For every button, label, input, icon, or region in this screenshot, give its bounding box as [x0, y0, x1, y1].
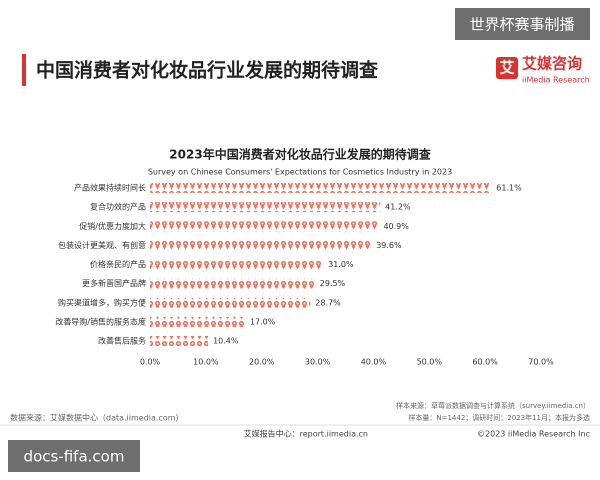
- watermark-bottom: docs-fifa.com: [24, 448, 125, 466]
- chart-title: 2023年中国消费者对化妆品行业发展的期待调查: [169, 147, 431, 162]
- bar: [150, 336, 209, 346]
- logo-name: 艾媒咨询: [522, 55, 582, 73]
- value-label: 28.7%: [315, 298, 341, 307]
- x-tick-label: 60.0%: [472, 358, 498, 367]
- x-tick-label: 50.0%: [417, 358, 443, 367]
- y-tick-label: 促销/优惠力度加大: [79, 221, 146, 231]
- value-label: 17.0%: [250, 317, 276, 326]
- value-label: 10.4%: [213, 337, 239, 346]
- watermark-top: 世界杯赛事制播: [469, 16, 574, 34]
- y-tick-label: 更多新晋国产品牌: [82, 278, 146, 288]
- title-accent: [22, 54, 26, 86]
- data-source: 数据来源：艾媒数据中心（data.iimedia.com）: [10, 413, 184, 423]
- page-title: 中国消费者对化妆品行业发展的期待调查: [36, 59, 379, 82]
- logo-sub: iiMedia Research: [522, 76, 590, 85]
- value-label: 61.1%: [496, 184, 522, 193]
- x-tick-label: 0.0%: [140, 358, 161, 367]
- bar: [150, 259, 324, 270]
- report-center: 艾媒报告中心：report.iimedia.cn: [244, 429, 368, 439]
- x-tick-label: 70.0%: [528, 358, 554, 367]
- y-tick-label: 改善导购/销售的服务态度: [55, 316, 146, 326]
- bar: [150, 221, 379, 232]
- y-tick-label: 改善售后服务: [98, 336, 146, 346]
- y-tick-label: 复合功效的产品: [90, 202, 146, 212]
- x-tick-label: 30.0%: [305, 358, 331, 367]
- y-tick-label: 价格亲民的产品: [90, 259, 146, 269]
- sample-source: 样本来源：草莓派数据调查与计算系统（survey.iimedia.cn）: [396, 401, 590, 410]
- watermark-box: [8, 440, 140, 472]
- y-tick-label: 购买渠道增多，购买方便: [58, 297, 146, 307]
- bar: [150, 316, 245, 327]
- y-tick-label: 产品效果持续时间长: [74, 183, 146, 193]
- bar: [150, 240, 372, 251]
- value-label: 39.6%: [376, 241, 402, 250]
- logo-icon: [496, 57, 518, 79]
- x-tick-label: 40.0%: [361, 358, 387, 367]
- chart-subtitle: Survey on Chinese Consumers' Expectation…: [148, 168, 452, 177]
- y-tick-label: 包装设计更美观、有创意: [58, 240, 146, 250]
- bar: [150, 183, 492, 193]
- x-tick-label: 10.0%: [193, 358, 219, 367]
- value-label: 41.2%: [385, 203, 411, 212]
- bar: [150, 297, 311, 308]
- value-label: 29.5%: [320, 279, 346, 288]
- sample-info: 样本量：N=1442；调研时间：2023年11月；本报为多选: [408, 413, 590, 422]
- value-label: 31.0%: [328, 260, 354, 269]
- x-tick-label: 20.0%: [249, 358, 275, 367]
- value-label: 40.9%: [383, 222, 409, 231]
- bar: [150, 278, 315, 289]
- copyright: ©2023 iiMedia Research Inc: [477, 430, 590, 439]
- watermark-box: [455, 8, 590, 40]
- bar: [150, 202, 381, 213]
- logo-icon-text: 艾: [499, 59, 514, 77]
